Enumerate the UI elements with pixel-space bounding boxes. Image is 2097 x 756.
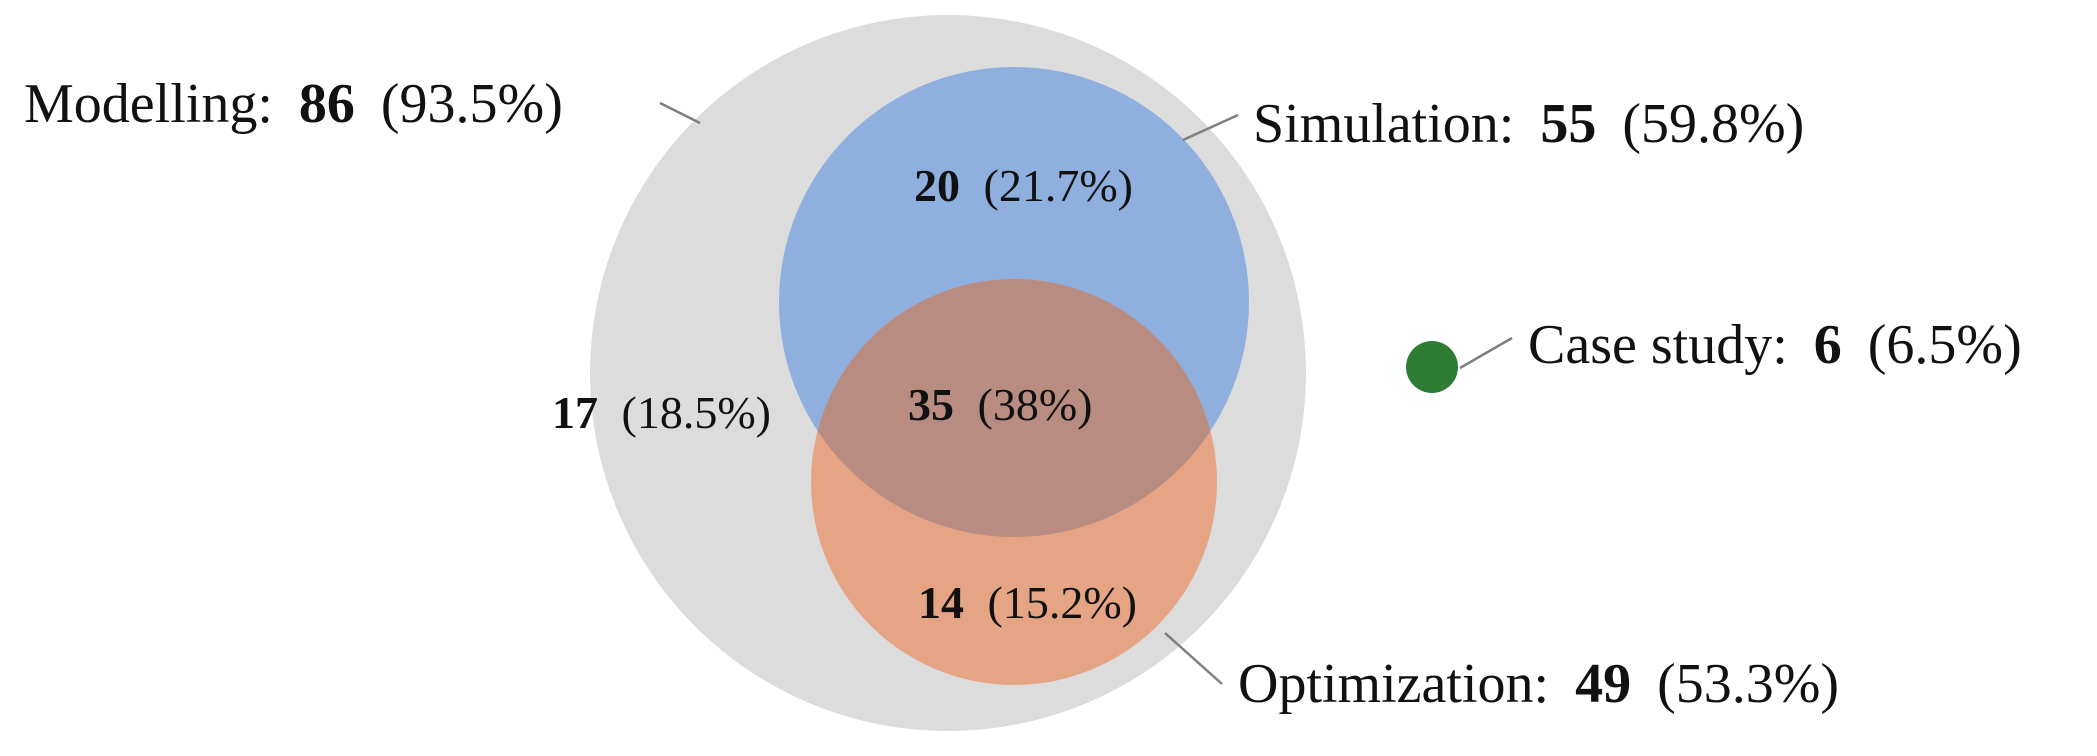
case-study-label-percent: (6.5%) bbox=[1868, 314, 2022, 376]
modelling-label-count: 86 bbox=[299, 73, 355, 135]
optimization-leader-line bbox=[1164, 632, 1223, 685]
case-study-label-count: 6 bbox=[1814, 314, 1842, 376]
modelling-only-region-label: 17 (18.5%) bbox=[552, 387, 771, 438]
simulation-label-name: Simulation: bbox=[1253, 93, 1514, 155]
simulation-label-count: 55 bbox=[1540, 93, 1596, 155]
simulation-optimization-overlap bbox=[811, 279, 1217, 537]
optimization-label-count: 49 bbox=[1575, 653, 1631, 715]
optimization-label-percent: (53.3%) bbox=[1657, 653, 1839, 715]
modelling-only-percent: (18.5%) bbox=[622, 387, 771, 438]
optimization-only-region-label: 14 (15.2%) bbox=[918, 577, 1137, 628]
modelling-label: Modelling: 86 (93.5%) bbox=[24, 73, 563, 135]
simulation-leader-line bbox=[1182, 113, 1239, 142]
optimization-label-name: Optimization: bbox=[1238, 653, 1549, 715]
simulation-optimization-count: 35 bbox=[908, 379, 954, 430]
case-study-label-name: Case study: bbox=[1528, 314, 1788, 376]
modelling-leader-line bbox=[659, 101, 701, 125]
simulation-optimization-region-label: 35 (38%) bbox=[908, 379, 1092, 430]
modelling-label-name: Modelling: bbox=[24, 73, 273, 135]
modelling-label-percent: (93.5%) bbox=[381, 73, 563, 135]
simulation-only-percent: (21.7%) bbox=[984, 160, 1133, 211]
case-study-label: Case study: 6 (6.5%) bbox=[1528, 314, 2022, 376]
case-study-leader-line bbox=[1459, 336, 1513, 370]
simulation-label-percent: (59.8%) bbox=[1622, 93, 1804, 155]
simulation-optimization-percent: (38%) bbox=[978, 379, 1093, 430]
simulation-label: Simulation: 55 (59.8%) bbox=[1253, 93, 1804, 155]
simulation-only-region-label: 20 (21.7%) bbox=[914, 160, 1133, 211]
case-study-dot bbox=[1406, 341, 1458, 393]
optimization-only-percent: (15.2%) bbox=[988, 577, 1137, 628]
optimization-only-count: 14 bbox=[918, 577, 964, 628]
simulation-only-count: 20 bbox=[914, 160, 960, 211]
modelling-only-count: 17 bbox=[552, 387, 598, 438]
optimization-label: Optimization: 49 (53.3%) bbox=[1238, 653, 1839, 715]
